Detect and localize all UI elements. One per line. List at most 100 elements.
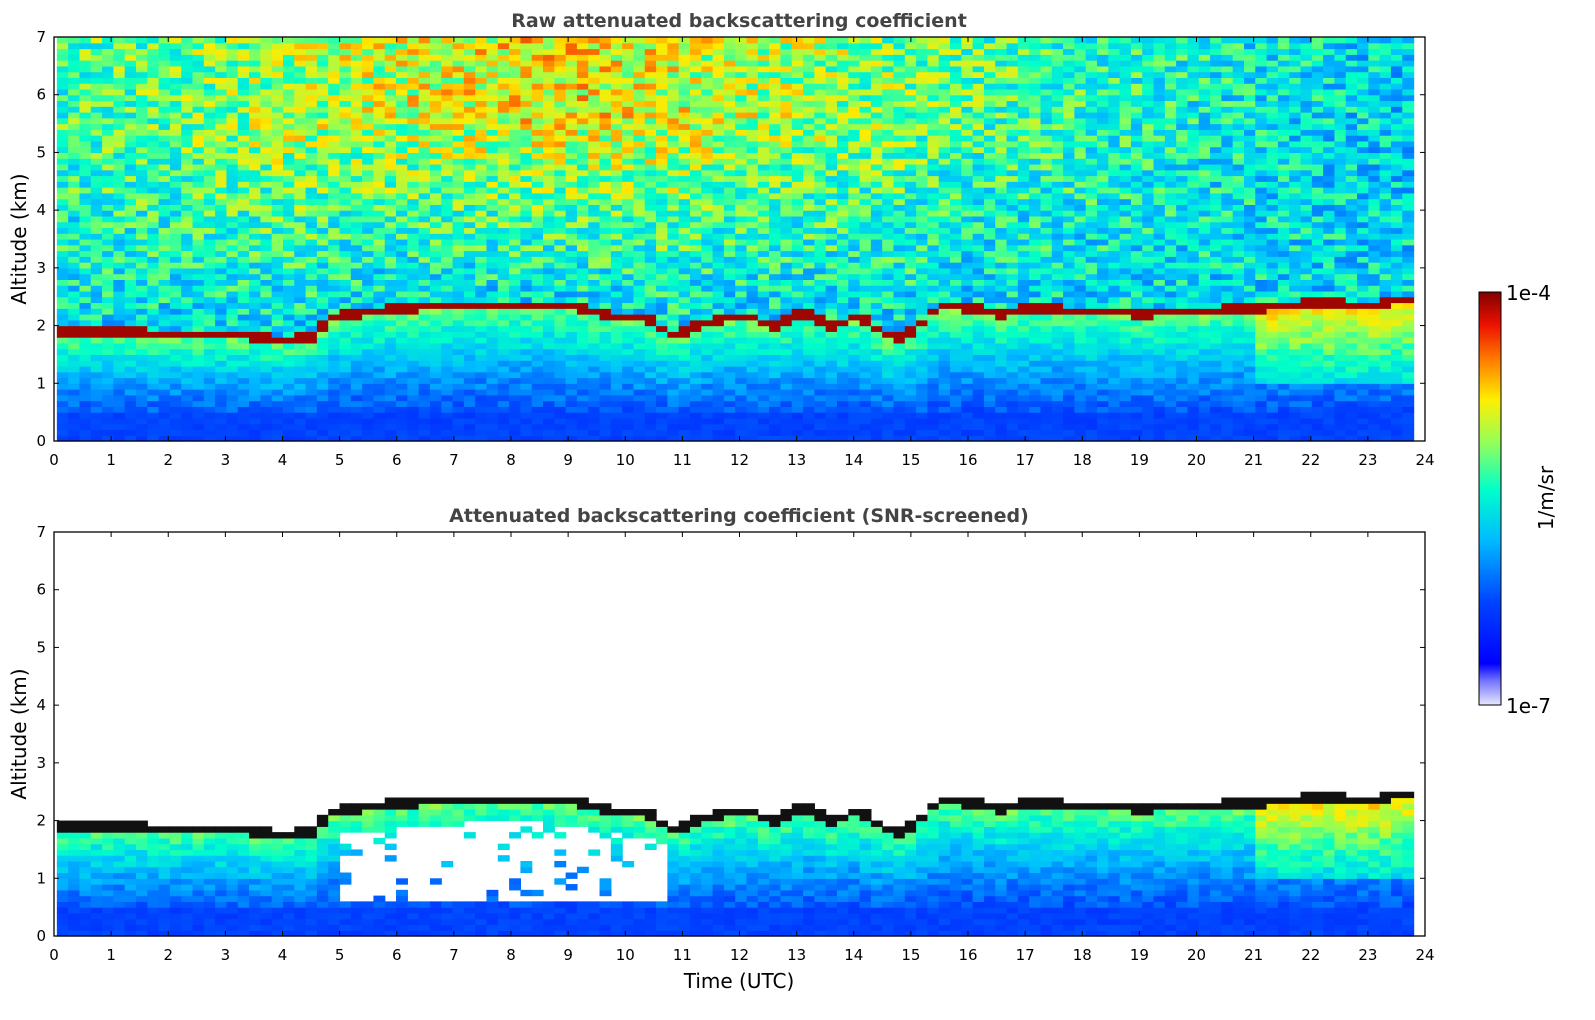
heatmap-cell <box>271 227 284 234</box>
heatmap-cell <box>102 319 114 327</box>
heatmap-cell <box>633 42 646 50</box>
heatmap-cell <box>294 158 307 165</box>
heatmap-cell <box>113 337 126 344</box>
heatmap-cell <box>418 169 431 177</box>
heatmap-cell <box>203 273 216 280</box>
heatmap-cell <box>249 239 261 246</box>
heatmap-cell <box>294 227 307 234</box>
heatmap-cell <box>723 48 736 55</box>
heatmap-cell <box>136 290 148 298</box>
heatmap-cell <box>192 296 205 304</box>
heatmap-cell <box>124 435 137 442</box>
heatmap-cell <box>68 77 81 84</box>
heatmap-cell <box>384 123 397 130</box>
heatmap-cell <box>124 273 137 280</box>
heatmap-cell <box>362 360 375 367</box>
heatmap-cell <box>350 325 363 332</box>
heatmap-cell <box>90 331 103 338</box>
heatmap-cell <box>712 331 725 338</box>
heatmap-cell <box>90 77 103 84</box>
heatmap-cell <box>509 60 522 67</box>
heatmap-cell <box>249 348 261 356</box>
heatmap-cell <box>418 42 431 50</box>
heatmap-cell <box>136 360 148 367</box>
heatmap-cell <box>520 423 533 431</box>
heatmap-cell <box>271 54 284 61</box>
heatmap-cell <box>463 181 476 188</box>
heatmap-cell <box>203 169 216 177</box>
heatmap-cell <box>689 412 702 419</box>
heatmap-cell <box>520 354 533 361</box>
heatmap-cell <box>803 348 815 356</box>
heatmap-cell <box>678 256 691 263</box>
heatmap-cell <box>429 204 442 211</box>
heatmap-cell <box>237 337 250 344</box>
heatmap-cell <box>689 65 702 73</box>
heatmap-cell <box>712 158 725 165</box>
heatmap-cell <box>407 135 420 142</box>
heatmap-cell <box>339 54 352 61</box>
heatmap-cell <box>565 435 578 442</box>
heatmap-cell <box>769 279 782 286</box>
heatmap-cell <box>543 106 555 113</box>
heatmap-cell <box>769 146 782 154</box>
heatmap-cell <box>497 163 510 171</box>
heatmap-cell <box>565 417 578 425</box>
heatmap-cell <box>689 279 702 286</box>
heatmap-cell <box>452 239 465 246</box>
heatmap-cell <box>701 181 714 188</box>
heatmap-cell <box>418 435 431 442</box>
heatmap-cell <box>316 210 329 217</box>
heatmap-cell <box>294 152 307 159</box>
heatmap-cell <box>825 221 838 229</box>
heatmap-cell <box>102 302 114 309</box>
heatmap-cell <box>622 48 635 55</box>
heatmap-cell <box>644 244 657 252</box>
heatmap-cell <box>554 435 567 442</box>
heatmap-cell <box>418 389 431 396</box>
heatmap-cell <box>599 279 612 286</box>
heatmap-cell <box>735 140 748 148</box>
heatmap-cell <box>260 210 273 217</box>
heatmap-cell <box>396 325 408 332</box>
heatmap-cell <box>463 83 476 90</box>
heatmap-cell <box>633 100 646 107</box>
heatmap-cell <box>689 360 702 367</box>
heatmap-cell <box>441 250 454 257</box>
heatmap-cell <box>429 88 442 96</box>
heatmap-cell <box>486 389 499 396</box>
heatmap-cell <box>249 273 261 280</box>
heatmap-cell <box>384 423 397 431</box>
heatmap-cell <box>520 221 533 229</box>
heatmap-cell <box>68 244 81 252</box>
heatmap-cell <box>463 65 476 73</box>
heatmap-cell <box>237 106 250 113</box>
heatmap-cell <box>599 71 612 78</box>
heatmap-cell <box>814 146 827 154</box>
heatmap-cell <box>271 60 284 67</box>
heatmap-cell <box>260 417 273 425</box>
heatmap-cell <box>746 348 759 356</box>
heatmap-cell <box>667 371 680 379</box>
heatmap-cell <box>644 290 657 298</box>
heatmap-cell <box>373 135 386 142</box>
heatmap-cell <box>509 325 522 332</box>
heatmap-cell <box>56 308 69 315</box>
heatmap-cell <box>102 412 114 419</box>
heatmap-cell <box>757 175 770 182</box>
heatmap-cell <box>124 262 137 269</box>
heatmap-cell <box>588 112 601 119</box>
heatmap-cell <box>633 314 646 321</box>
heatmap-cell <box>576 169 589 177</box>
heatmap-cell <box>520 383 533 390</box>
heatmap-cell <box>520 302 533 309</box>
heatmap-cell <box>859 302 872 309</box>
heatmap-cell <box>644 152 657 159</box>
heatmap-cell <box>407 337 420 344</box>
heatmap-cell <box>90 198 103 205</box>
heatmap-cell <box>113 239 126 246</box>
heatmap-cell <box>237 435 250 442</box>
heatmap-cell <box>667 60 680 67</box>
heatmap-cell <box>622 152 635 159</box>
heatmap-cell <box>712 106 725 113</box>
